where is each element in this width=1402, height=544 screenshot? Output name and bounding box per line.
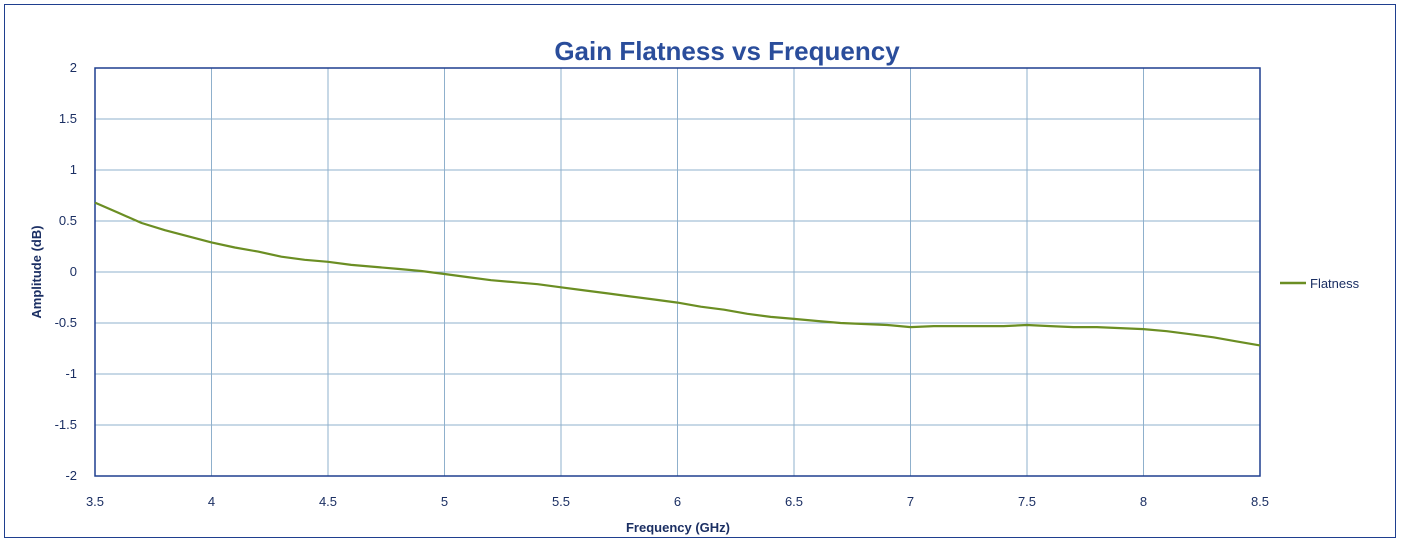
chart-frame xyxy=(4,4,1396,538)
y-axis-label: Amplitude (dB) xyxy=(29,225,44,318)
y-tick-label: -0.5 xyxy=(55,315,77,330)
x-axis-label: Frequency (GHz) xyxy=(626,520,730,535)
plot-area-border xyxy=(94,67,1261,477)
x-tick-label: 6.5 xyxy=(785,494,803,509)
y-tick-label: -1.5 xyxy=(55,417,77,432)
y-tick-label: 1 xyxy=(70,162,77,177)
legend: Flatness xyxy=(1280,276,1360,291)
x-tick-label: 5 xyxy=(441,494,448,509)
y-tick-label: 1.5 xyxy=(59,111,77,126)
x-tick-label: 7.5 xyxy=(1018,494,1036,509)
x-tick-label: 3.5 xyxy=(86,494,104,509)
chart-title: Gain Flatness vs Frequency xyxy=(554,36,900,66)
x-tick-label: 8 xyxy=(1140,494,1147,509)
x-tick-labels: 3.5 4 4.5 5 5.5 6 6.5 7 7.5 8 8.5 xyxy=(86,494,1269,509)
y-tick-label: 0 xyxy=(70,264,77,279)
x-tick-label: 4 xyxy=(208,494,215,509)
x-tick-label: 4.5 xyxy=(319,494,337,509)
grid-lines xyxy=(94,67,1261,477)
y-tick-label: -1 xyxy=(65,366,77,381)
x-tick-label: 8.5 xyxy=(1251,494,1269,509)
y-tick-label: 2 xyxy=(70,60,77,75)
legend-label-flatness: Flatness xyxy=(1310,276,1360,291)
y-tick-label: 0.5 xyxy=(59,213,77,228)
x-tick-label: 7 xyxy=(907,494,914,509)
x-tick-label: 6 xyxy=(674,494,681,509)
y-tick-label: -2 xyxy=(65,468,77,483)
y-tick-labels: 2 1.5 1 0.5 0 -0.5 -1 -1.5 -2 xyxy=(55,60,77,483)
x-tick-label: 5.5 xyxy=(552,494,570,509)
series-line-flatness xyxy=(94,201,1261,347)
